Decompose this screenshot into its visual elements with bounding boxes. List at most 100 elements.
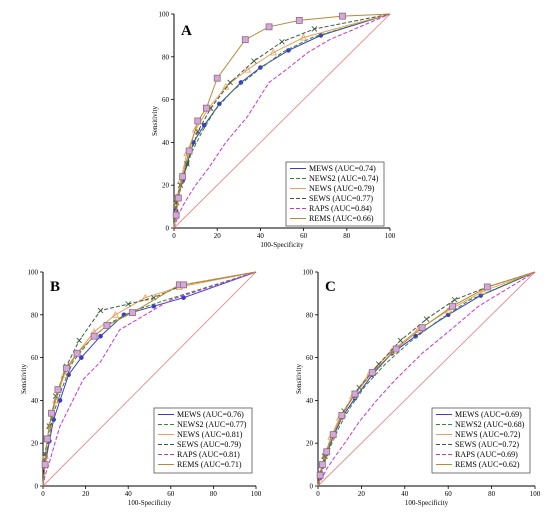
marker-rems [351, 390, 359, 398]
x-tick-label: 100 [251, 490, 262, 498]
x-tick-label: 60 [167, 490, 175, 498]
marker-rems [329, 431, 337, 439]
marker-news [111, 310, 120, 318]
marker-rems [339, 12, 346, 20]
marker-sews [279, 39, 285, 45]
legend-box [285, 161, 385, 227]
marker-mews [201, 122, 207, 128]
marker-rems [316, 471, 324, 479]
marker-rems [202, 104, 210, 112]
y-tick-label: 0 [166, 225, 170, 233]
reference-diagonal [173, 13, 391, 229]
marker-rems [338, 411, 346, 419]
y-tick-label: 40 [306, 397, 314, 405]
y-tick-label: 80 [31, 311, 39, 319]
marker-rems [174, 194, 182, 202]
x-tick-label: 20 [358, 490, 366, 498]
marker-rems [73, 349, 81, 357]
marker-mews [217, 101, 222, 107]
legend-entry-news2: NEWS2 (AUC=0.74) [309, 174, 379, 183]
panel-label: B [50, 279, 60, 295]
legend-entry-news: NEWS (AUC=0.72) [455, 430, 521, 439]
marker-sews [97, 307, 104, 314]
y-tick-label: 80 [162, 53, 170, 61]
marker-mews [66, 372, 71, 378]
legend-entry-rems: REMS (AUC=0.62) [455, 460, 520, 469]
marker-news [60, 370, 68, 378]
legend-entry-rems: REMS (AUC=0.71) [177, 460, 242, 469]
legend-entry-raps: RAPS (AUC=0.69) [455, 450, 518, 459]
marker-sews [227, 79, 233, 86]
series-line-news2 [42, 271, 257, 487]
marker-rems [43, 435, 51, 443]
marker-sews [125, 301, 132, 307]
y-axis-label: Sensitivity [151, 106, 159, 136]
x-tick-label: 40 [401, 490, 409, 498]
marker-mews [57, 398, 63, 403]
legend-entry-rems: REMS (AUC=0.66) [309, 214, 374, 223]
y-tick-label: 0 [310, 483, 314, 491]
series-line-raps [42, 271, 257, 487]
x-tick-label: 0 [316, 490, 320, 498]
marker-sews [423, 316, 430, 322]
y-tick-label: 40 [31, 397, 39, 405]
y-tick-label: 20 [31, 440, 39, 448]
marker-sews [251, 58, 257, 64]
marker-sews [311, 26, 318, 32]
legend-box [431, 407, 531, 474]
marker-sews [194, 128, 201, 135]
reference-diagonal [42, 271, 257, 487]
panel-a: 0 20 40 60 80 100 0 20 40 60 80 100 100-Specificity S… [151, 11, 396, 250]
x-tick-label: 20 [82, 490, 90, 498]
y-axis-label: Sensitivity [295, 364, 303, 394]
x-tick-label: 80 [343, 232, 351, 240]
marker-rems [449, 302, 456, 310]
marker-news [52, 396, 60, 404]
x-axis-label: 100-Specificity [405, 499, 449, 507]
x-tick-label: 40 [257, 232, 265, 240]
marker-sews [42, 451, 48, 457]
y-tick-label: 100 [159, 11, 170, 19]
marker-mews [258, 65, 263, 70]
marker-news [243, 65, 252, 73]
marker-news [191, 125, 200, 133]
series-line-raps [317, 271, 536, 487]
series-line-mews [42, 271, 257, 487]
legend-entry-raps: RAPS (AUC=0.84) [309, 204, 372, 213]
x-tick-label: 80 [210, 490, 218, 498]
series-line-raps [173, 13, 391, 229]
x-tick-label: 60 [445, 490, 453, 498]
marker-sews [451, 297, 458, 303]
marker-rems [295, 17, 303, 24]
y-tick-label: 40 [162, 139, 170, 147]
x-tick-label: 100 [385, 232, 396, 240]
y-tick-label: 20 [162, 182, 170, 190]
y-tick-label: 60 [31, 354, 39, 362]
x-tick-label: 100 [530, 490, 541, 498]
x-tick-label: 0 [172, 232, 176, 240]
legend-entry-raps: RAPS (AUC=0.81) [177, 450, 240, 459]
legend-entry-sews: SEWS (AUC=0.77) [309, 194, 373, 203]
marker-rems [241, 36, 249, 44]
marker-mews [151, 303, 157, 309]
legend-entry-mews: MEWS (AUC=0.76) [177, 410, 244, 419]
legend-entry-news: NEWS (AUC=0.81) [177, 430, 243, 439]
legend-box [153, 407, 253, 474]
marker-rems [63, 364, 70, 372]
legend-entry-mews: MEWS (AUC=0.74) [309, 164, 376, 173]
legend: MEWS (AUC=0.74)NEWS2 (AUC=0.74)NEWS (AUC… [285, 161, 385, 227]
reference-diagonal [317, 271, 536, 487]
marker-news [299, 33, 308, 41]
x-tick-label: 20 [214, 232, 222, 240]
marker-sews [76, 337, 83, 344]
marker-mews [98, 333, 103, 339]
legend-entry-news2: NEWS2 (AUC=0.77) [177, 420, 247, 429]
y-axis-label: Sensitivity [20, 364, 28, 394]
marker-sews [397, 337, 404, 344]
marker-news [479, 287, 487, 295]
marker-rems [48, 409, 55, 417]
marker-rems [180, 281, 187, 289]
marker-rems [90, 332, 98, 340]
marker-rems [265, 23, 273, 31]
x-tick-label: 40 [125, 490, 133, 498]
